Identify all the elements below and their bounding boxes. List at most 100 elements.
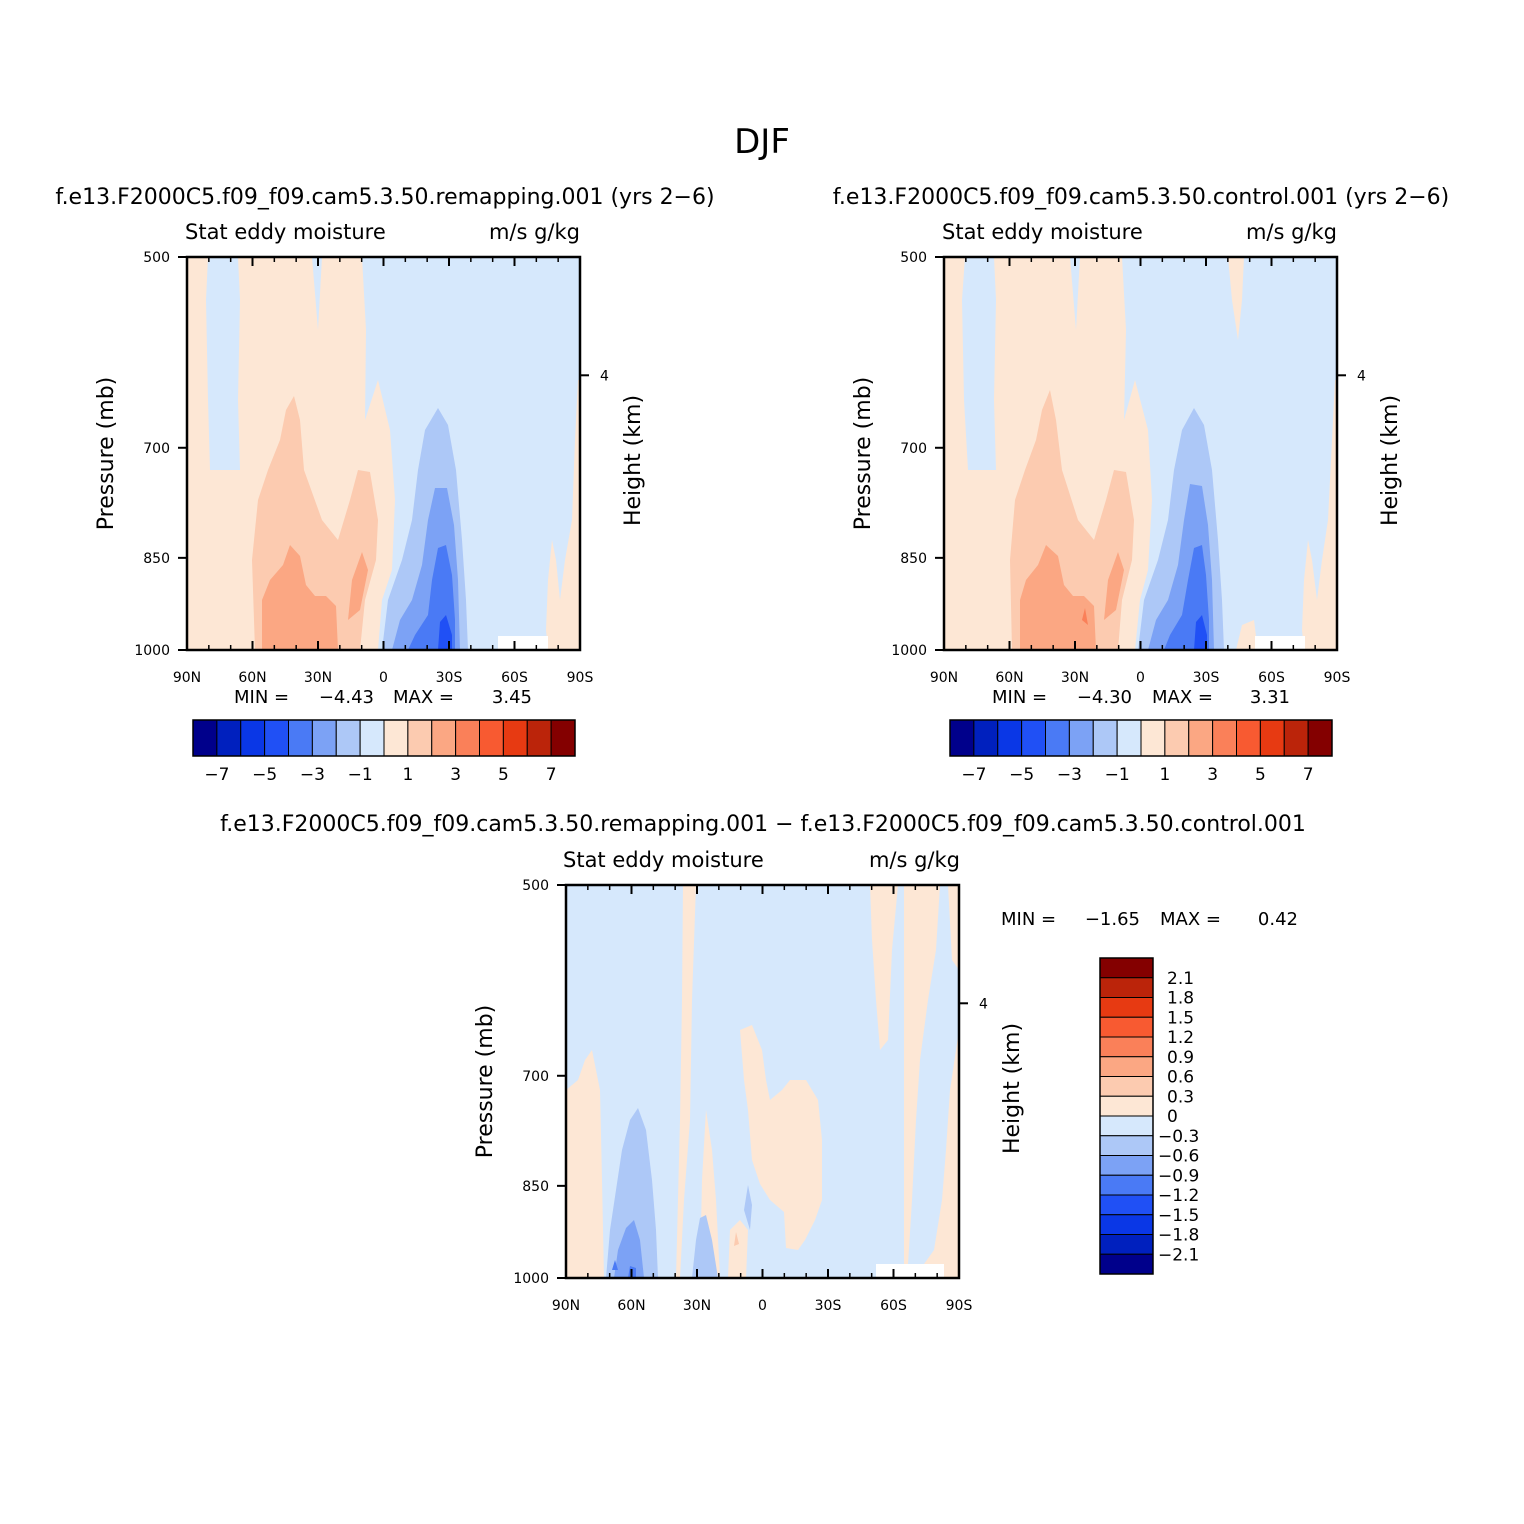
cb2-label: −5 (1009, 765, 1034, 785)
cb2-frame (949, 719, 1333, 757)
panel-control-colorbar: −7 −5 −3 −1 1 3 5 7 (949, 719, 1333, 785)
panel-remapping-max-value: 3.45 (492, 687, 532, 708)
cb3-label: 0.9 (1167, 1048, 1194, 1068)
cb2-box (1212, 719, 1237, 757)
cb2-label: 5 (1255, 765, 1266, 785)
p3-x-tick-label: 90S (946, 1298, 973, 1314)
cb3-box (1099, 1234, 1154, 1255)
cb1-box (335, 719, 361, 757)
p2-x-tick-label: 30N (1061, 670, 1089, 686)
cb1-box (526, 719, 552, 757)
cb1-box (311, 719, 337, 757)
p1-x-tick-label: 90S (567, 670, 594, 686)
p3-y-tick-label: 700 (522, 1069, 549, 1085)
cb1-label: −3 (300, 765, 325, 785)
panel-difference-units-label: m/s g/kg (869, 848, 960, 872)
cb1-box (359, 719, 385, 757)
cb3-box (1099, 1115, 1154, 1137)
cb1-box (407, 719, 433, 757)
p3-x-tick-label: 30S (815, 1298, 842, 1314)
p1-x-tick-label: 30S (436, 670, 463, 686)
panel-difference-contour-field (566, 885, 959, 1278)
cb1-box (455, 719, 480, 757)
cb1-box (264, 719, 289, 757)
cb2-label: −7 (961, 765, 986, 785)
cb3-box (1099, 1076, 1154, 1097)
cb3-label: 1.2 (1167, 1028, 1194, 1048)
p1-x-tick-label: 30N (304, 670, 332, 686)
panel-difference-variable-label: Stat eddy moisture (563, 848, 764, 872)
panel-difference: f.e13.F2000C5.f09_f09.cam5.3.50.remappin… (220, 812, 1306, 1314)
cb3-box (1099, 1016, 1154, 1038)
panel-control-min-label: MIN = (992, 687, 1047, 708)
cb1-box (288, 719, 313, 757)
cb1-box (479, 719, 504, 757)
cb1-label: −1 (348, 765, 373, 785)
p3-x-tick-label: 30N (683, 1298, 711, 1314)
cb1-box (431, 719, 457, 757)
cb2-box (1068, 719, 1094, 757)
panel-difference-max-label: MAX = (1160, 909, 1221, 930)
cb3-box (1099, 1036, 1154, 1058)
panel-control: f.e13.F2000C5.f09_f09.cam5.3.50.control.… (833, 185, 1449, 785)
cb3-box (1099, 1214, 1154, 1235)
cb2-box (949, 719, 975, 757)
panel-difference-colorbar: 2.11.81.51.20.90.60.30−0.3−0.6−0.9−1.2−1… (1099, 957, 1199, 1275)
cb2-box (1164, 719, 1190, 757)
cb1-label: 5 (498, 765, 509, 785)
p2-x-tick-label: 60N (995, 670, 1023, 686)
cb3-label: −0.9 (1158, 1166, 1199, 1186)
cb3-label: 2.1 (1167, 969, 1194, 989)
cb3-label: 0.6 (1167, 1068, 1194, 1088)
cb2-label: −3 (1057, 765, 1082, 785)
cb3-label: −0.3 (1158, 1127, 1199, 1147)
p1-x-tick-label: 0 (379, 670, 388, 686)
p1-y2-tick-label: 4 (600, 368, 609, 384)
panel-remapping-variable-label: Stat eddy moisture (185, 220, 386, 244)
p1-x-tick-label: 90N (173, 670, 201, 686)
cb2-box (1092, 719, 1118, 757)
cb2-label: 3 (1207, 765, 1218, 785)
p3-y-tick-label: 850 (522, 1179, 549, 1195)
panel-remapping-units-label: m/s g/kg (489, 220, 580, 244)
panel-control-contour-field (944, 257, 1337, 650)
p2-y-axis-title: Pressure (mb) (851, 377, 876, 531)
figure-title: DJF (734, 122, 790, 162)
panel-control-axes: 90N 60N 30N 0 30S 60S 90S 500 700 850 1000 Pressure… (851, 250, 1403, 686)
cb3-box (1099, 1174, 1154, 1196)
p2-y-tick-label: 500 (900, 250, 927, 266)
panel-remapping-contour-field (187, 257, 580, 650)
cb2-label: −1 (1105, 765, 1130, 785)
cb2-box (1259, 719, 1285, 757)
p1-x-tick-label: 60N (238, 670, 266, 686)
cb2-box (997, 719, 1023, 757)
panel-control-max-value: 3.31 (1250, 687, 1290, 708)
cb1-label: 7 (546, 765, 557, 785)
panel-remapping-colorbar: −7 −5 −3 −1 1 3 5 7 (192, 719, 576, 785)
cb3-box (1099, 1056, 1154, 1077)
p2-y-tick-label: 700 (900, 441, 927, 457)
p3-y-tick-label: 1000 (513, 1271, 549, 1287)
panel-remapping-case-title: f.e13.F2000C5.f09_f09.cam5.3.50.remappin… (55, 185, 714, 210)
panel-difference-min-value: −1.65 (1085, 909, 1140, 930)
cb1-box (550, 719, 576, 757)
cb3-box (1099, 1135, 1154, 1156)
cb1-label: −5 (252, 765, 277, 785)
p1-y2-axis-title: Height (km) (621, 395, 646, 526)
p2-x-tick-label: 30S (1193, 670, 1220, 686)
panel-remapping: f.e13.F2000C5.f09_f09.cam5.3.50.remappin… (55, 185, 714, 785)
cb3-label: −2.1 (1158, 1245, 1199, 1265)
cb3-label: 0 (1167, 1107, 1178, 1127)
cb3-box (1099, 997, 1154, 1018)
cb3-box (1099, 1194, 1154, 1216)
panel-control-min-value: −4.30 (1077, 687, 1132, 708)
cb3-label: 1.8 (1167, 989, 1194, 1009)
panel-control-units-label: m/s g/kg (1246, 220, 1337, 244)
p1-y-axis-title: Pressure (mb) (94, 377, 119, 531)
p3-y2-axis-title: Height (km) (1000, 1023, 1025, 1154)
panel-remapping-min-label: MIN = (234, 687, 289, 708)
p3-y-axis-title: Pressure (mb) (473, 1005, 498, 1159)
cb1-frame (192, 719, 576, 757)
p3-y-tick-label: 500 (522, 878, 549, 894)
